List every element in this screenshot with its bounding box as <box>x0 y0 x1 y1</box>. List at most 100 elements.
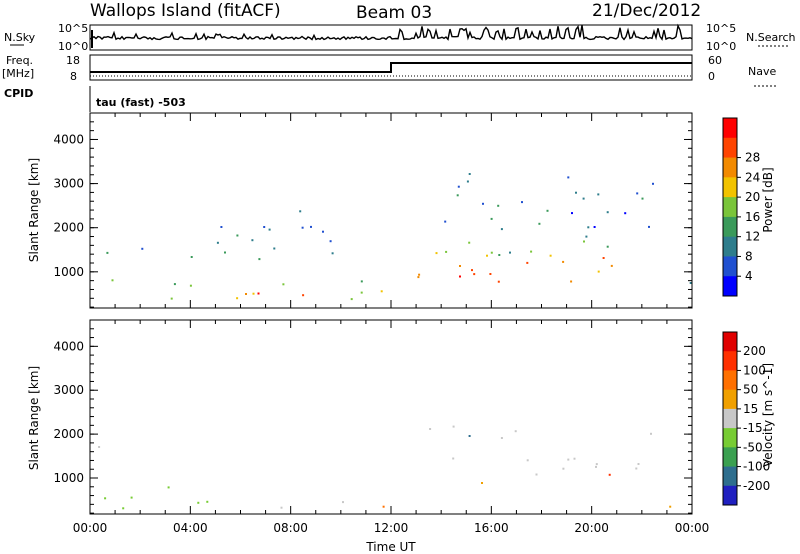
velocity-colorbar-label: Velocity [m s^-1] <box>761 363 775 467</box>
range-cell <box>418 273 421 276</box>
range-cell <box>562 467 565 470</box>
range-cell <box>170 297 173 300</box>
range-cell <box>245 293 247 295</box>
range-cell <box>582 197 585 200</box>
power-ylabel: Slant Range [km] <box>27 158 41 262</box>
plot-area <box>90 320 692 514</box>
range-cell <box>282 283 285 286</box>
colorbar-swatch <box>723 332 737 352</box>
range-cell <box>445 250 448 253</box>
range-cell <box>251 239 254 242</box>
freq-unit: [MHz] <box>2 67 34 80</box>
range-cell <box>608 473 611 476</box>
range-cell <box>571 212 573 215</box>
range-cell <box>444 220 447 223</box>
range-cell <box>350 298 353 301</box>
range-cell <box>514 430 517 433</box>
range-cell <box>322 230 324 233</box>
x-tick-label: 08:00 <box>273 521 308 535</box>
range-cell <box>167 486 170 489</box>
range-cell <box>382 505 385 508</box>
range-cell <box>429 428 432 430</box>
power-panel: 1000 2000 3000 4000 <box>53 112 693 309</box>
range-cell <box>473 273 476 276</box>
range-cell <box>310 225 312 228</box>
range-cell <box>468 173 471 175</box>
x-tick-label: 04:00 <box>173 521 208 535</box>
colorbar-frame <box>722 331 738 506</box>
nsky-panel <box>89 24 693 51</box>
freq-tick-top: 18 <box>66 54 80 67</box>
range-cell <box>257 292 260 295</box>
range-cell <box>526 459 529 462</box>
colorbar-tick-label: 50 <box>743 383 758 397</box>
velocity-ylabel: Slant Range [km] <box>27 366 41 470</box>
beam-title: Beam 03 <box>356 3 432 23</box>
freq-trace <box>90 62 692 73</box>
nave-label: Nave <box>748 65 776 78</box>
range-cell <box>497 280 500 283</box>
velocity-colorbar: 200 100 50 15 -15 -50 -100 -200 <box>722 331 770 506</box>
nsearch-tick-bottom: 10^0 <box>706 40 736 53</box>
colorbar-swatch <box>723 216 737 238</box>
range-cell <box>130 496 133 499</box>
colorbar-swatch <box>723 236 737 257</box>
colorbar-swatch <box>723 177 737 198</box>
nsky-line <box>89 23 693 41</box>
colorbar-tick-label: 12 <box>745 230 760 244</box>
range-cell <box>587 226 590 229</box>
range-cell <box>606 245 609 248</box>
range-cell <box>490 217 493 220</box>
range-cell <box>530 250 533 253</box>
range-cell <box>329 240 332 243</box>
range-cell <box>595 463 598 466</box>
colorbar-tick-label: 20 <box>745 190 760 204</box>
y-tick-label: 2000 <box>53 427 84 441</box>
colorbar-tick-label: 28 <box>745 151 760 165</box>
range-cell <box>459 275 461 278</box>
range-cell <box>498 254 501 256</box>
range-cell <box>497 204 500 207</box>
range-cell <box>299 210 302 213</box>
cpid-value: tau (fast) -503 <box>96 96 186 109</box>
nsky-tick-bottom: 10^0 <box>58 40 88 53</box>
range-cell <box>206 500 209 503</box>
colorbar-swatch <box>723 351 737 371</box>
scatter-cells <box>106 173 692 301</box>
range-cell <box>258 258 261 261</box>
range-cell <box>459 265 461 267</box>
y-tick-label: 2000 <box>53 221 84 235</box>
colorbar-swatch <box>723 408 737 429</box>
nsky-trace <box>89 23 693 48</box>
range-cell <box>481 482 483 484</box>
colorbar-swatch <box>723 485 737 506</box>
colorbar-swatch <box>723 197 737 218</box>
nsky-tick-top: 10^5 <box>58 22 88 35</box>
range-cell <box>486 254 488 257</box>
range-cell <box>637 463 640 465</box>
range-cell <box>624 212 627 215</box>
range-cell <box>141 247 144 250</box>
colorbar-swatch <box>723 157 737 178</box>
x-axis-label: Time UT <box>365 540 416 554</box>
colorbar-frame <box>722 117 738 297</box>
range-cell <box>636 192 639 195</box>
power-colorbar: 4 8 12 16 20 24 28 <box>722 117 760 297</box>
range-cell <box>549 254 552 257</box>
colorbar-swatch <box>723 118 737 139</box>
y-tick-label: 4000 <box>53 339 84 353</box>
nsearch-tick-top: 10^5 <box>706 22 736 35</box>
range-cell <box>648 225 650 228</box>
range-cell <box>606 211 609 214</box>
range-cell <box>546 209 549 212</box>
y-tick-label: 1000 <box>53 265 84 279</box>
range-cell <box>526 261 529 264</box>
colorbar-swatch <box>723 276 737 297</box>
colorbar-tick-label: 16 <box>745 210 760 224</box>
x-tick-label: 20:00 <box>574 521 609 535</box>
colorbar-tick-label: -50 <box>743 440 763 454</box>
range-cell <box>567 176 570 179</box>
date-title: 21/Dec/2012 <box>592 1 701 21</box>
y-tick-label: 1000 <box>53 471 84 485</box>
